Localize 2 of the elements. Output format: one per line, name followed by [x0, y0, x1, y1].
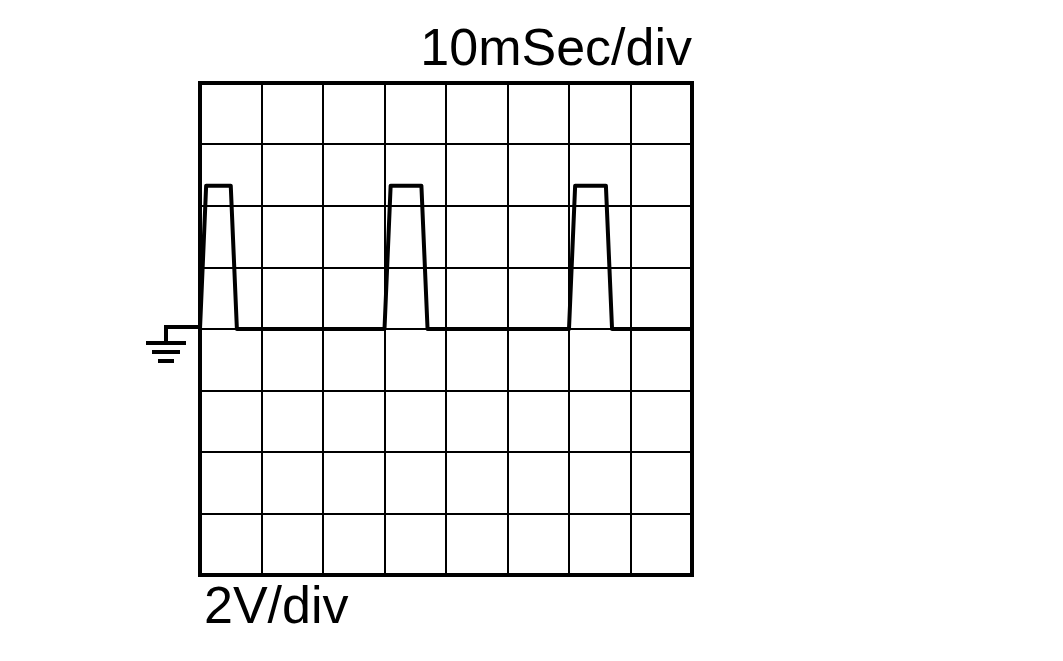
x-axis-title: 10mSec/div	[420, 18, 692, 77]
text: 2V/div	[204, 576, 349, 635]
